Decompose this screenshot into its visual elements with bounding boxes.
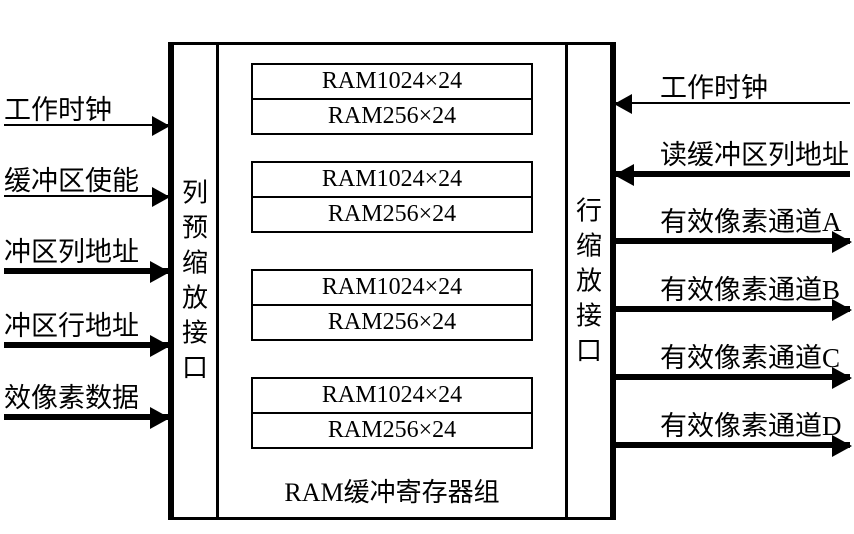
right-arrow-3 xyxy=(616,306,850,312)
left-arrow-2 xyxy=(4,268,168,274)
ram-256: RAM256×24 xyxy=(251,414,533,449)
col-prescale-interface: 列 预 缩 放 接 口 xyxy=(171,45,219,517)
right-label-1: 读缓冲区列地址 xyxy=(660,133,849,172)
right-label-0: 工作时钟 xyxy=(660,66,768,105)
right-label-5: 有效像素通道D xyxy=(660,404,842,443)
right-label-2: 有效像素通道A xyxy=(660,200,842,239)
left-label-0: 工作时钟 xyxy=(4,88,112,127)
ram-256: RAM256×24 xyxy=(251,306,533,341)
right-label-4: 有效像素通道C xyxy=(660,336,840,375)
ram-group-1: RAM1024×24 RAM256×24 xyxy=(251,161,533,233)
ram-buffer-block: 列 预 缩 放 接 口 行 缩 放 接 口 RAM1024×24 RAM256×… xyxy=(168,42,616,520)
left-label-2: 冲区列地址 xyxy=(4,230,139,269)
ram-256: RAM256×24 xyxy=(251,100,533,135)
left-arrow-1 xyxy=(4,195,168,197)
row-scale-interface: 行 缩 放 接 口 xyxy=(565,45,613,517)
ram-256: RAM256×24 xyxy=(251,198,533,233)
ram-group-0: RAM1024×24 RAM256×24 xyxy=(251,63,533,135)
right-arrow-5 xyxy=(616,442,850,448)
right-label-3: 有效像素通道B xyxy=(660,268,840,307)
right-arrow-2 xyxy=(616,238,850,244)
left-label-4: 效像素数据 xyxy=(4,376,139,415)
ram-1024: RAM1024×24 xyxy=(251,269,533,306)
ram-group-2: RAM1024×24 RAM256×24 xyxy=(251,269,533,341)
ram-group-3: RAM1024×24 RAM256×24 xyxy=(251,377,533,449)
ram-1024: RAM1024×24 xyxy=(251,377,533,414)
ram-1024: RAM1024×24 xyxy=(251,63,533,100)
col-prescale-label: 列 预 缩 放 接 口 xyxy=(182,176,208,387)
left-label-3: 冲区行地址 xyxy=(4,304,139,343)
left-arrow-0 xyxy=(4,124,168,126)
right-arrow-4 xyxy=(616,374,850,380)
row-scale-label: 行 缩 放 接 口 xyxy=(576,193,602,368)
ram-buffer-caption: RAM缓冲寄存器组 xyxy=(231,472,553,509)
left-arrow-4 xyxy=(4,414,168,420)
ram-1024: RAM1024×24 xyxy=(251,161,533,198)
right-arrow-1 xyxy=(616,171,850,177)
left-arrow-3 xyxy=(4,342,168,348)
left-label-1: 缓冲区使能 xyxy=(4,159,139,198)
right-arrow-0 xyxy=(616,102,850,104)
